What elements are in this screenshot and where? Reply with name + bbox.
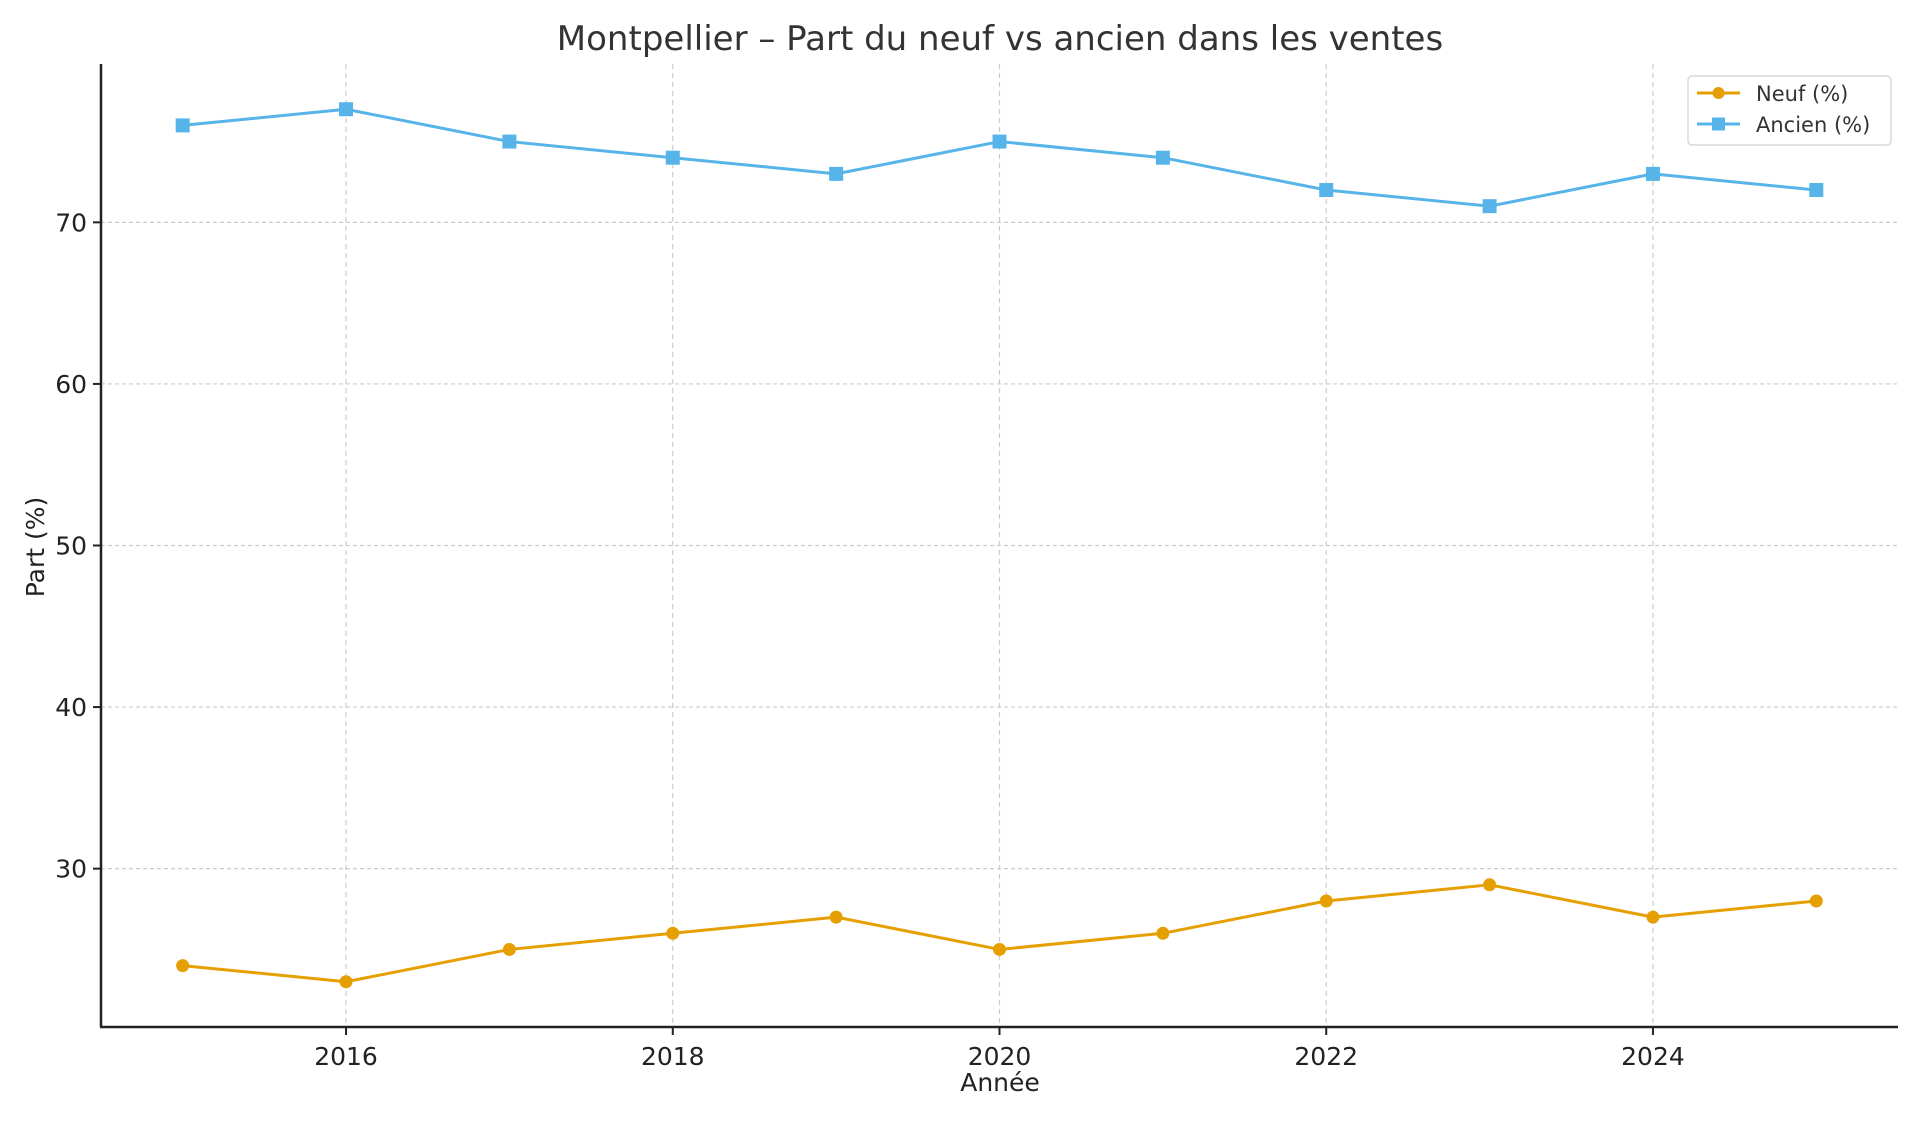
data-point-square <box>1645 166 1660 181</box>
data-point-square <box>502 134 517 149</box>
data-point-square <box>1809 183 1824 198</box>
legend-square-marker-icon <box>1712 117 1725 131</box>
grid-lines <box>101 64 1898 1027</box>
legend-item-neuf: Neuf (%) <box>1697 82 1848 106</box>
data-point-square <box>1319 183 1334 198</box>
data-point-circle <box>1809 894 1823 908</box>
data-point-circle <box>1646 910 1660 924</box>
y-tick-label: 60 <box>55 370 87 399</box>
legend-item-ancien: Ancien (%) <box>1697 113 1870 137</box>
x-tick-label: 2016 <box>314 1042 378 1071</box>
x-tick-label: 2022 <box>1294 1042 1358 1071</box>
legend-label: Neuf (%) <box>1756 82 1848 106</box>
legend-circle-marker-icon <box>1712 87 1725 99</box>
data-point-square <box>339 102 354 117</box>
data-point-square <box>665 150 680 165</box>
series-ancien <box>175 102 1824 214</box>
data-point-square <box>1482 199 1497 214</box>
data-point-square <box>829 166 844 181</box>
data-point-circle <box>829 910 843 924</box>
series-neuf <box>176 878 1823 989</box>
x-tick-label: 2020 <box>968 1042 1032 1071</box>
y-tick-label: 70 <box>55 208 87 237</box>
x-tick-label: 2024 <box>1621 1042 1685 1071</box>
chart-title: Montpellier – Part du neuf vs ancien dan… <box>557 19 1443 59</box>
data-point-square <box>175 118 190 133</box>
y-tick-label: 30 <box>55 855 87 884</box>
x-axis-label: Année <box>960 1068 1040 1097</box>
data-point-circle <box>1319 894 1333 908</box>
y-tick-label: 50 <box>55 532 87 561</box>
data-point-circle <box>176 959 190 973</box>
data-point-circle <box>666 926 680 940</box>
legend-label: Ancien (%) <box>1756 113 1870 137</box>
data-point-circle <box>502 942 516 956</box>
data-point-circle <box>339 975 353 989</box>
data-point-square <box>1155 150 1170 165</box>
y-axis-label: Part (%) <box>21 497 50 598</box>
chart-legend: Neuf (%) Ancien (%) <box>1687 75 1892 146</box>
axis-ticks: 30 40 50 60 70 2016 2018 2020 2022 2024 <box>55 208 1685 1071</box>
data-point-circle <box>1156 926 1170 940</box>
data-series <box>175 102 1824 989</box>
data-point-square <box>992 134 1007 149</box>
x-tick-label: 2018 <box>641 1042 705 1071</box>
data-point-circle <box>1483 878 1497 892</box>
y-tick-label: 40 <box>55 693 87 722</box>
data-point-circle <box>993 942 1006 956</box>
